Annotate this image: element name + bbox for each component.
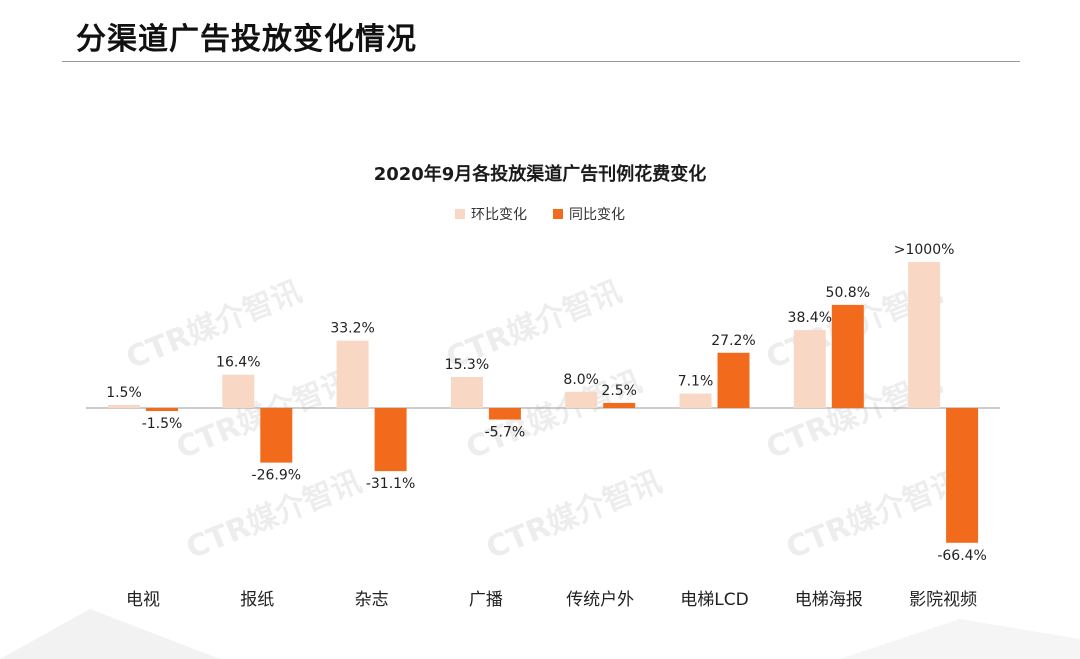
bar-yoy-5: [717, 352, 750, 408]
bar-yoy-2: [374, 408, 407, 472]
data-label-yoy-4: 2.5%: [601, 383, 637, 399]
x-tick-label-4: 传统户外: [566, 590, 634, 610]
legend-label-yoy: 同比变化: [569, 207, 625, 223]
data-label-yoy-3: -5.7%: [485, 425, 526, 441]
bar-yoy-3: [488, 408, 521, 420]
x-tick-label-7: 影院视频: [909, 590, 977, 610]
page-title: 分渠道广告投放变化情况: [76, 22, 417, 57]
x-tick-label-6: 电梯海报: [795, 590, 863, 610]
data-label-mom-2: 33.2%: [330, 321, 374, 337]
bar-yoy-4: [603, 402, 636, 408]
chart-title: 2020年9月各投放渠道广告刊例花费变化: [373, 164, 707, 185]
data-label-mom-6: 38.4%: [788, 310, 832, 326]
bar-yoy-1: [260, 408, 293, 463]
bar-mom-3: [450, 376, 483, 408]
legend-swatch-mom: [455, 209, 465, 219]
bar-yoy-7: [946, 408, 979, 543]
x-tick-label-0: 电视: [126, 590, 160, 610]
legend-label-mom: 环比变化: [471, 207, 527, 223]
data-label-mom-4: 8.0%: [563, 372, 599, 388]
data-label-yoy-5: 27.2%: [711, 333, 755, 349]
data-label-mom-1: 16.4%: [216, 355, 260, 371]
x-tick-label-3: 广播: [469, 590, 503, 610]
bar-mom-1: [222, 374, 255, 408]
data-label-mom-3: 15.3%: [445, 357, 489, 373]
data-label-yoy-1: -26.9%: [252, 468, 302, 484]
legend-item-yoy: 同比变化: [553, 204, 625, 224]
x-tick-label-5: 电梯LCD: [680, 590, 748, 610]
x-tick-label-1: 报纸: [240, 590, 274, 610]
bar-mom-4: [565, 391, 598, 408]
legend-swatch-yoy: [553, 209, 563, 219]
data-label-yoy-0: -1.5%: [142, 416, 183, 432]
data-label-yoy-7: -66.4%: [937, 548, 987, 564]
bar-mom-6: [793, 330, 826, 408]
data-label-yoy-2: -31.1%: [366, 476, 416, 492]
bar-mom-7: [908, 262, 941, 408]
bar-mom-5: [679, 393, 712, 408]
data-label-mom-7: >1000%: [894, 242, 955, 258]
legend: 环比变化 同比变化: [0, 204, 1080, 224]
bar-yoy-0: [146, 408, 178, 412]
x-tick-label-2: 杂志: [355, 590, 389, 610]
title-divider: [62, 61, 1020, 62]
bar-mom-0: [108, 404, 140, 408]
bar-yoy-6: [831, 304, 864, 408]
legend-item-mom: 环比变化: [455, 204, 527, 224]
bar-mom-2: [336, 340, 369, 408]
data-label-mom-5: 7.1%: [678, 374, 714, 390]
data-label-yoy-6: 50.8%: [826, 285, 870, 301]
data-label-mom-0: 1.5%: [106, 385, 142, 401]
